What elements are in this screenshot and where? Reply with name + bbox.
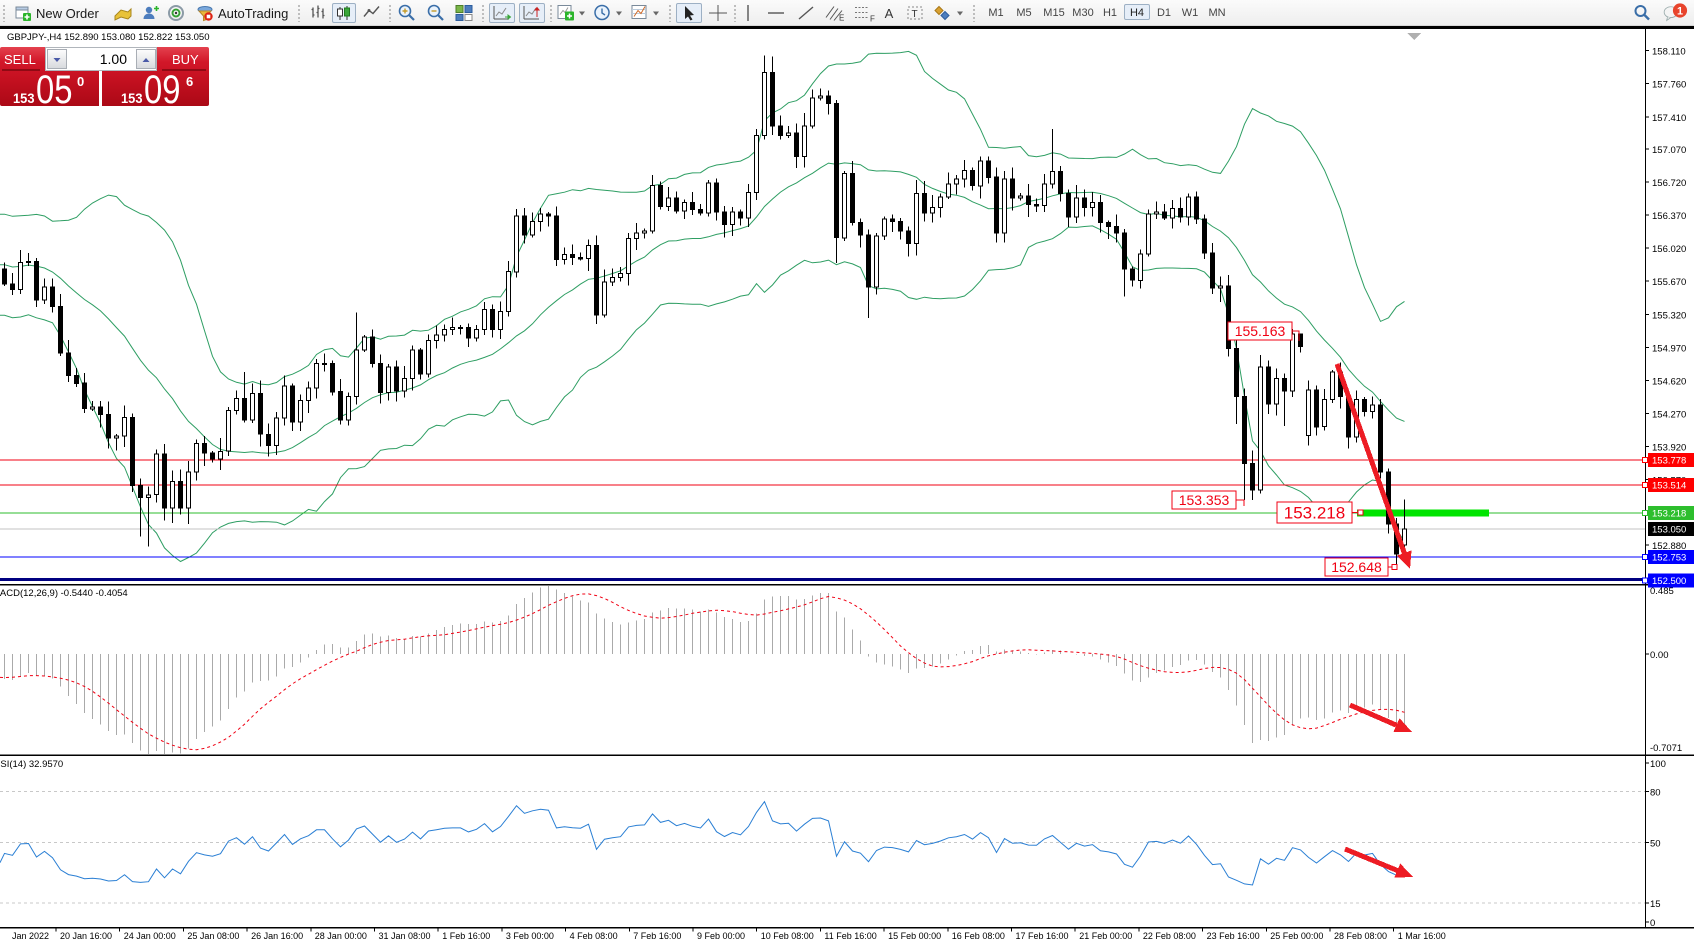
svg-text:16 Feb 08:00: 16 Feb 08:00 bbox=[952, 931, 1005, 941]
svg-text:157.070: 157.070 bbox=[1652, 145, 1686, 156]
svg-text:0: 0 bbox=[1650, 918, 1655, 929]
svg-text:25 Feb 00:00: 25 Feb 00:00 bbox=[1270, 931, 1323, 941]
svg-text:1: 1 bbox=[1677, 5, 1683, 17]
svg-text:9 Feb 00:00: 9 Feb 00:00 bbox=[697, 931, 745, 941]
svg-text:-0.7071: -0.7071 bbox=[1650, 743, 1682, 754]
svg-text:156.370: 156.370 bbox=[1652, 211, 1686, 222]
svg-text:28 Jan 00:00: 28 Jan 00:00 bbox=[315, 931, 367, 941]
svg-text:157.410: 157.410 bbox=[1652, 113, 1686, 124]
svg-text:23 Feb 16:00: 23 Feb 16:00 bbox=[1207, 931, 1260, 941]
svg-text:21 Feb 00:00: 21 Feb 00:00 bbox=[1079, 931, 1132, 941]
svg-text:155.670: 155.670 bbox=[1652, 277, 1686, 288]
svg-text:E: E bbox=[839, 14, 844, 23]
svg-text:4 Feb 08:00: 4 Feb 08:00 bbox=[570, 931, 618, 941]
svg-text:0.00: 0.00 bbox=[1650, 650, 1669, 661]
svg-text:152.880: 152.880 bbox=[1652, 541, 1686, 552]
svg-text:100: 100 bbox=[1650, 759, 1666, 770]
svg-text:3 Feb 00:00: 3 Feb 00:00 bbox=[506, 931, 554, 941]
svg-text:RSI(14) 32.9570: RSI(14) 32.9570 bbox=[0, 759, 63, 770]
svg-text:157.760: 157.760 bbox=[1652, 80, 1686, 91]
svg-text:153.778: 153.778 bbox=[1652, 456, 1686, 467]
svg-text:7 Feb 16:00: 7 Feb 16:00 bbox=[633, 931, 681, 941]
svg-text:154.270: 154.270 bbox=[1652, 410, 1686, 421]
svg-text:153.353: 153.353 bbox=[1179, 492, 1230, 508]
svg-text:15: 15 bbox=[1650, 899, 1661, 910]
svg-text:10 Feb 08:00: 10 Feb 08:00 bbox=[761, 931, 814, 941]
svg-text:25 Jan 08:00: 25 Jan 08:00 bbox=[187, 931, 239, 941]
svg-text:154.970: 154.970 bbox=[1652, 343, 1686, 354]
svg-text:15 Feb 00:00: 15 Feb 00:00 bbox=[888, 931, 941, 941]
svg-text:50: 50 bbox=[1650, 839, 1661, 850]
svg-text:156.720: 156.720 bbox=[1652, 178, 1686, 189]
svg-text:20 Jan 16:00: 20 Jan 16:00 bbox=[60, 931, 112, 941]
svg-text:153.514: 153.514 bbox=[1652, 480, 1686, 491]
svg-text:158.110: 158.110 bbox=[1652, 47, 1686, 58]
svg-text:22 Feb 08:00: 22 Feb 08:00 bbox=[1143, 931, 1196, 941]
svg-text:152.648: 152.648 bbox=[1331, 559, 1382, 575]
svg-text:152.500: 152.500 bbox=[1652, 576, 1686, 587]
svg-text:F: F bbox=[870, 15, 875, 24]
svg-text:156.020: 156.020 bbox=[1652, 244, 1686, 255]
svg-text:155.163: 155.163 bbox=[1235, 323, 1286, 339]
svg-text:Jan 2022: Jan 2022 bbox=[12, 931, 49, 941]
svg-text:155.320: 155.320 bbox=[1652, 310, 1686, 321]
svg-text:154.620: 154.620 bbox=[1652, 376, 1686, 387]
svg-text:0.485: 0.485 bbox=[1650, 586, 1674, 597]
svg-text:153.218: 153.218 bbox=[1284, 504, 1345, 523]
svg-text:1 Feb 16:00: 1 Feb 16:00 bbox=[442, 931, 490, 941]
svg-text:80: 80 bbox=[1650, 787, 1661, 798]
svg-text:11 Feb 16:00: 11 Feb 16:00 bbox=[824, 931, 876, 941]
svg-text:153.218: 153.218 bbox=[1652, 508, 1686, 519]
svg-text:MACD(12,26,9) -0.5440 -0.4054: MACD(12,26,9) -0.5440 -0.4054 bbox=[0, 588, 128, 599]
svg-text:1 Mar 16:00: 1 Mar 16:00 bbox=[1398, 931, 1446, 941]
svg-text:GBPJPY-,H4 152.890 153.080 15: GBPJPY-,H4 152.890 153.080 152.822 153.0… bbox=[7, 32, 209, 43]
svg-text:31 Jan 08:00: 31 Jan 08:00 bbox=[379, 931, 431, 941]
svg-text:152.753: 152.753 bbox=[1652, 552, 1686, 563]
svg-text:153.920: 153.920 bbox=[1652, 443, 1686, 454]
svg-text:T: T bbox=[912, 9, 918, 20]
svg-text:28 Feb 08:00: 28 Feb 08:00 bbox=[1334, 931, 1387, 941]
svg-text:24 Jan 00:00: 24 Jan 00:00 bbox=[124, 931, 176, 941]
svg-text:17 Feb 16:00: 17 Feb 16:00 bbox=[1016, 931, 1069, 941]
svg-text:26 Jan 16:00: 26 Jan 16:00 bbox=[251, 931, 303, 941]
svg-text:153.050: 153.050 bbox=[1652, 524, 1686, 535]
